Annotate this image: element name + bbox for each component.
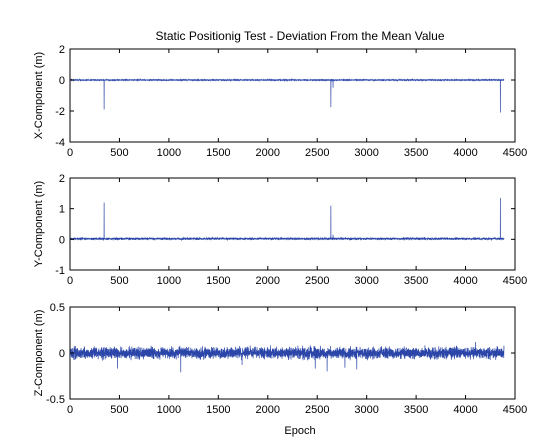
x-tick-label: 2000 (256, 275, 280, 287)
x-tick-label: 0 (67, 147, 73, 159)
figure-title: Static Positionig Test - Deviation From … (155, 29, 444, 43)
x-component-axes-box (69, 48, 516, 143)
x-tick-label: 1000 (157, 147, 181, 159)
z-component-subplot: 0 500 1000 1500 2000 2500 3000 3500 4000 4500 -0.5… (33, 302, 527, 416)
y-tick-label: -4 (55, 137, 65, 149)
x-tick-label: 1500 (206, 275, 230, 287)
y-tick-label: 2 (59, 44, 65, 56)
x-axis-label: Epoch (284, 425, 315, 437)
x-tick-label: 500 (110, 147, 128, 159)
x-tick-label: 3000 (354, 275, 378, 287)
y-tick-label: 1 (59, 204, 65, 216)
y-tick-label: 0.5 (50, 302, 65, 314)
x-tick-label: 2500 (305, 404, 329, 416)
y-component-axes-box (69, 177, 516, 271)
x-tick-label: 1500 (206, 404, 230, 416)
z-component-y-axis-label: Z-Component (m) (33, 310, 45, 397)
x-tick-label: 4000 (453, 147, 477, 159)
x-tick-label: 500 (110, 275, 128, 287)
x-tick-label: 4500 (503, 404, 527, 416)
x-tick-label: 2000 (256, 404, 280, 416)
z-component-series-line (70, 341, 505, 373)
x-tick-label: 4500 (503, 147, 527, 159)
subplots: 0 500 1000 1500 2000 2500 3000 3500 4000 4500-4-2… (33, 44, 527, 416)
x-tick-label: 4500 (503, 275, 527, 287)
y-tick-label: 0 (59, 75, 65, 87)
x-tick-label: 4000 (453, 404, 477, 416)
x-component-y-axis-label: X-Component (m) (33, 52, 45, 139)
y-tick-label: -2 (55, 106, 65, 118)
x-tick-label: 2500 (305, 275, 329, 287)
y-component-y-axis-label: Y-Component (m) (33, 181, 45, 267)
y-component-series-line (70, 197, 505, 242)
x-tick-label: 3000 (354, 147, 378, 159)
x-tick-label: 2000 (256, 147, 280, 159)
x-tick-label: 3500 (404, 404, 428, 416)
x-tick-label: 3500 (404, 147, 428, 159)
y-tick-label: -0.5 (46, 394, 65, 406)
y-tick-label: -1 (55, 265, 65, 277)
y-tick-label: 0 (59, 234, 65, 246)
x-tick-label: 3500 (404, 275, 428, 287)
x-tick-label: 2500 (305, 147, 329, 159)
x-tick-label: 3000 (354, 404, 378, 416)
x-tick-label: 1000 (157, 404, 181, 416)
x-tick-label: 4000 (453, 275, 477, 287)
x-tick-label: 0 (67, 404, 73, 416)
y-tick-label: 2 (59, 173, 65, 185)
y-component-subplot: 0 500 1000 1500 2000 2500 3000 3500 4000 4500-101… (33, 173, 527, 287)
x-tick-label: 500 (110, 404, 128, 416)
x-component-subplot: 0 500 1000 1500 2000 2500 3000 3500 4000 4500 -4 -2… (33, 44, 527, 159)
y-tick-label: 0 (59, 348, 65, 360)
x-tick-label: 0 (67, 275, 73, 287)
x-tick-label: 1500 (206, 147, 230, 159)
x-tick-label: 1000 (157, 275, 181, 287)
x-component-series-line (70, 78, 505, 113)
